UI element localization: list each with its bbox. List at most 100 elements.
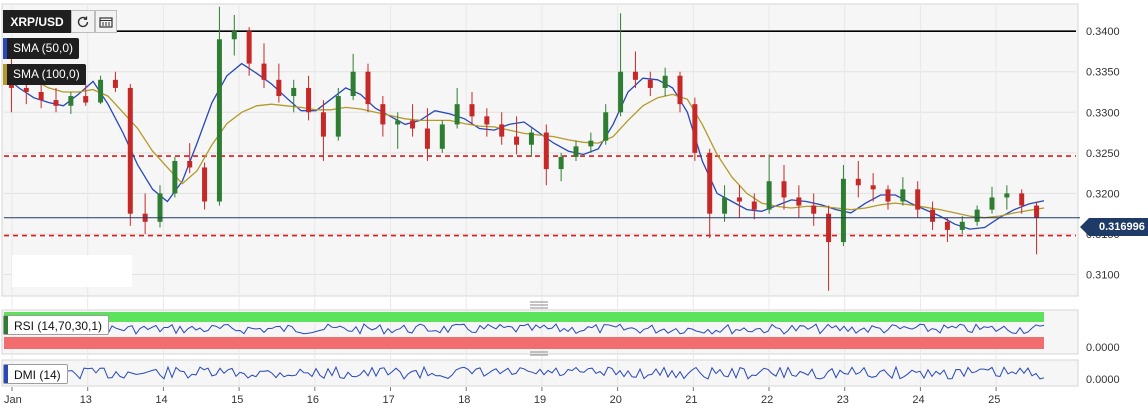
candlestick [335,87,341,141]
candle-body [202,167,208,202]
candle-body [826,213,832,243]
candlestick [796,185,802,218]
candle-body [722,197,728,214]
time-tick-label: 14 [155,394,167,406]
symbol-label[interactable]: XRP/USD [3,10,71,33]
candle-body [439,124,445,149]
time-tick-label: 17 [383,394,395,406]
candlestick [395,112,401,149]
sma-50-label: SMA (50,0) [13,41,74,55]
candle-body [291,87,297,97]
horizontal-levels [4,30,1076,237]
time-tick-label: 23 [837,394,849,406]
candlestick [618,13,624,117]
time-tick-label: 16 [307,394,319,406]
sma-100-legend[interactable]: SMA (100,0) [3,64,86,85]
candle-body [216,39,222,202]
candlestick [350,53,356,101]
time-tick-label: 18 [458,394,470,406]
dmi-line [3,365,1045,380]
time-axis-ticks: Jan 13 14 15 16 17 18 19 20 21 22 23 24 25 [4,387,1000,406]
candle-body [454,104,460,125]
candle-body [885,189,891,202]
candlestick [677,71,683,113]
dmi-swatch [4,365,8,383]
candle-body [98,79,104,103]
price-tick-label: 0.3400 [1086,26,1120,38]
candlestick [499,112,505,145]
dmi-plot-background [1,359,1079,387]
dmi-legend[interactable]: DMI (14) [3,364,68,384]
candlestick [603,104,609,145]
candlestick [172,156,178,198]
candle-body [172,160,178,194]
candlestick [231,14,237,56]
candlestick [944,217,950,243]
candle-body [410,120,416,129]
candle-body [855,178,861,186]
candlestick [870,173,876,202]
time-tick-label: 20 [610,394,622,406]
refresh-button[interactable] [71,10,95,33]
candle-body [365,71,371,105]
candle-body [187,160,193,168]
candle-body [1019,193,1025,206]
candlestick [930,201,936,230]
candle-body [350,71,356,97]
candlestick [320,100,326,161]
candle-body [112,79,118,88]
price-tick-label: 0.3300 [1086,107,1120,119]
sma-100-label: SMA (100,0) [13,67,80,81]
candle-body [276,79,282,97]
candle-body [53,100,59,106]
candlestick [246,27,252,76]
candlestick [632,51,638,88]
candlestick [1034,201,1040,255]
candle-body [840,178,846,243]
candle-body [870,185,876,190]
rsi-legend[interactable]: RSI (14,70,30,1) [3,315,110,335]
candlestick [543,124,549,186]
candle-body [23,87,29,92]
resize-grip-icon[interactable] [530,351,548,356]
sma-50-legend[interactable]: SMA (50,0) [3,38,80,59]
price-tick-label: 0.3250 [1086,148,1120,160]
calendar-button[interactable] [95,10,117,33]
candlestick [291,79,297,113]
candle-body [543,132,549,170]
rsi-label: RSI (14,70,30,1) [14,319,103,333]
rsi-oversold-zone [4,337,1044,349]
candlestick [410,104,416,137]
candlestick [855,160,861,198]
candlestick [915,181,921,218]
candle-body [157,193,163,222]
dmi-axis-tick: 0.0000 [1086,374,1120,386]
candle-body [395,120,401,125]
candlestick [187,143,193,174]
candlestick [766,154,772,214]
candle-body [83,96,89,103]
candlestick [53,87,59,113]
candle-body [662,75,668,88]
candlestick [276,63,282,103]
time-tick-label: 15 [231,394,243,406]
candle-body [320,112,326,137]
candle-body [751,201,757,210]
resize-grip-icon[interactable] [530,301,548,309]
candle-body [618,71,624,113]
candle-body [306,87,312,113]
candlestick [1019,189,1025,214]
candle-body [588,140,594,147]
candle-body [944,221,950,230]
candlestick [216,6,222,206]
candle-body [1034,205,1040,218]
candle-body [127,87,133,214]
sma-100-swatch [3,64,7,85]
price-tick-label: 0.3100 [1086,270,1120,282]
blank-overlay-box [12,255,132,287]
candle-body [68,96,74,106]
candle-body [796,197,802,206]
candlestick [365,63,371,113]
candle-body [38,91,44,101]
candle-body [930,209,936,222]
